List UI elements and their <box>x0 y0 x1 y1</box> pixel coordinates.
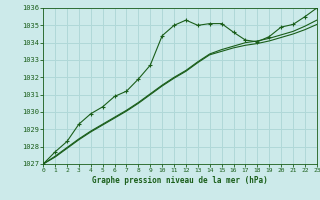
X-axis label: Graphe pression niveau de la mer (hPa): Graphe pression niveau de la mer (hPa) <box>92 176 268 185</box>
